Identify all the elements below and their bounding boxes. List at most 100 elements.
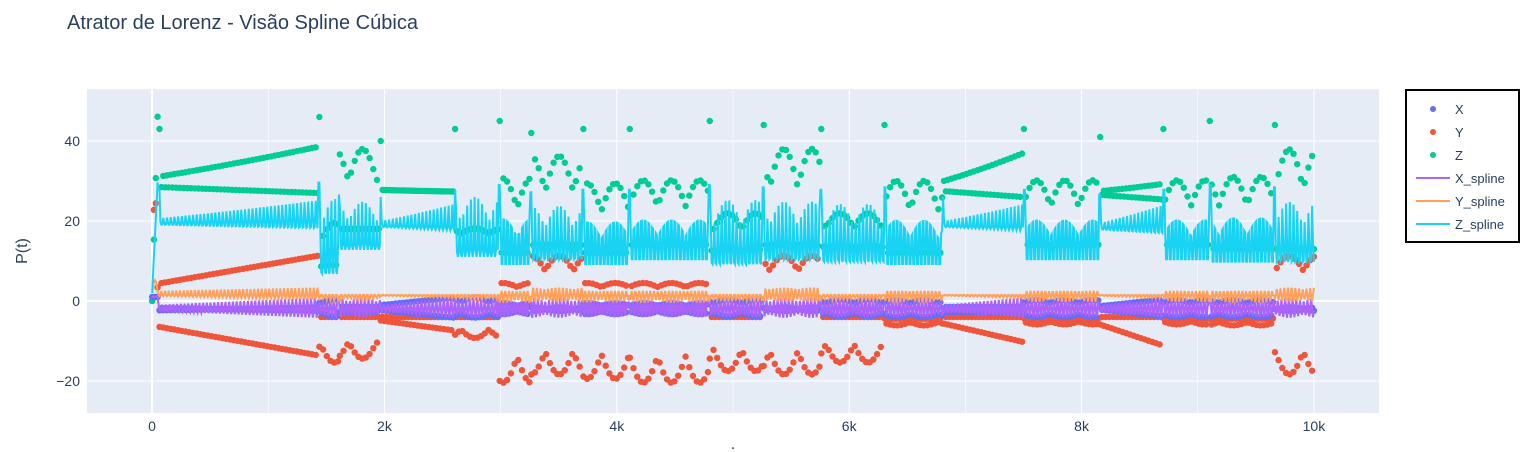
series-z-point (507, 185, 515, 193)
series-z-point (1202, 177, 1210, 184)
series-z-point (1215, 202, 1223, 209)
series-z-point (1290, 150, 1297, 157)
series-z-point (602, 195, 609, 202)
series-y-point (801, 364, 808, 371)
series-z-point (528, 129, 535, 137)
series-z-point (660, 187, 667, 194)
series-z-point (1271, 121, 1279, 129)
series-z-point (316, 113, 323, 121)
series-y-point (769, 262, 777, 269)
series-y-point (855, 349, 862, 357)
series-y-point (569, 350, 576, 358)
series-z-point (675, 184, 682, 191)
series-z-point (550, 159, 557, 166)
series-y-point (829, 353, 836, 360)
legend-marker-icon (1430, 129, 1436, 135)
series-z-point (154, 113, 161, 120)
legend[interactable]: XYZ X_spline Y_spline Z_spline (1405, 89, 1520, 243)
series-y-point (762, 260, 769, 267)
series-y-point (621, 364, 628, 371)
series-z-point (1020, 125, 1028, 133)
series-y-point (1301, 351, 1308, 359)
series-z-point (1180, 184, 1188, 191)
series-y-point (334, 358, 342, 365)
series-z-point (671, 178, 678, 185)
series-y-point (1303, 262, 1310, 269)
legend-item-y[interactable]: Y (1430, 125, 1464, 140)
legend-marker-icon (1430, 152, 1436, 158)
legend-item-z-spline[interactable]: Z_spline (1416, 217, 1504, 232)
legend-item-z[interactable]: Z (1430, 148, 1463, 163)
series-z-point (576, 165, 583, 172)
series-z-point (503, 178, 511, 185)
series-z-point (1074, 200, 1082, 208)
series-y-point (1268, 320, 1275, 327)
series-y-point (818, 350, 825, 357)
series-z-point (347, 169, 355, 176)
series-z-point (790, 165, 797, 173)
series-y-point (1295, 260, 1303, 268)
series-z-point (678, 192, 686, 200)
series-z-point (1297, 175, 1305, 183)
series-y-point (812, 369, 819, 376)
series-z-point (1093, 179, 1100, 186)
series-z-point (1234, 177, 1241, 184)
legend-label: X (1455, 102, 1464, 117)
x-tick-label: 10k (1303, 418, 1327, 434)
series-y-point (373, 339, 381, 346)
series-z-point (336, 151, 343, 158)
series-z-point (598, 206, 606, 213)
series-y-point (766, 266, 773, 273)
x-tick-label: 6k (842, 418, 858, 434)
series-z-point (1195, 183, 1202, 190)
series-y-point (630, 365, 637, 372)
series-z-point (1249, 185, 1256, 193)
series-y-point (1275, 356, 1282, 364)
series-z-point (689, 183, 697, 191)
series-z-point (1048, 199, 1056, 206)
series-y-point (682, 353, 689, 360)
series-y-point (1308, 367, 1316, 374)
series-z-point (767, 178, 775, 185)
series-y-point (825, 346, 832, 354)
series-y-point (740, 350, 747, 357)
series-y-point (622, 282, 630, 289)
legend-item-y-spline[interactable]: Y_spline (1416, 194, 1505, 209)
series-z-point (931, 195, 938, 202)
series-y-point (522, 374, 529, 382)
series-y-point (704, 368, 712, 376)
series-y-point (626, 354, 633, 361)
series-z-point (1264, 180, 1271, 187)
series-y-point (760, 362, 767, 370)
series-z-point (1245, 196, 1253, 204)
series-y-point (1299, 266, 1307, 273)
series-y-point (543, 350, 550, 358)
legend-item-x[interactable]: X (1430, 102, 1464, 117)
series-y-point (634, 373, 641, 380)
series-z-point (760, 121, 767, 129)
legend-box (1405, 89, 1520, 243)
series-z-point (1223, 181, 1230, 188)
series-z-point (898, 182, 905, 189)
series-z-point (595, 198, 602, 205)
series-y-point (795, 265, 803, 272)
series-y-point (598, 352, 606, 359)
series-y-point (323, 352, 330, 360)
series-y-point (793, 350, 801, 357)
series-z-point (535, 165, 542, 172)
series-y-point (336, 352, 343, 359)
legend-label: X_spline (1455, 171, 1505, 186)
series-y-point (526, 379, 533, 386)
series-y-point (366, 350, 373, 358)
series-z-point (1160, 125, 1167, 133)
series-z-point (1063, 177, 1070, 185)
series-z-point (786, 153, 793, 161)
y-axis-title: P(t) (14, 238, 31, 264)
series-y-point (507, 370, 515, 377)
series-z-point (621, 192, 628, 200)
legend-item-x-spline[interactable]: X_spline (1416, 171, 1505, 186)
series-y-point (617, 371, 624, 378)
legend-label: Z (1455, 148, 1463, 163)
series-z-point (557, 153, 565, 160)
